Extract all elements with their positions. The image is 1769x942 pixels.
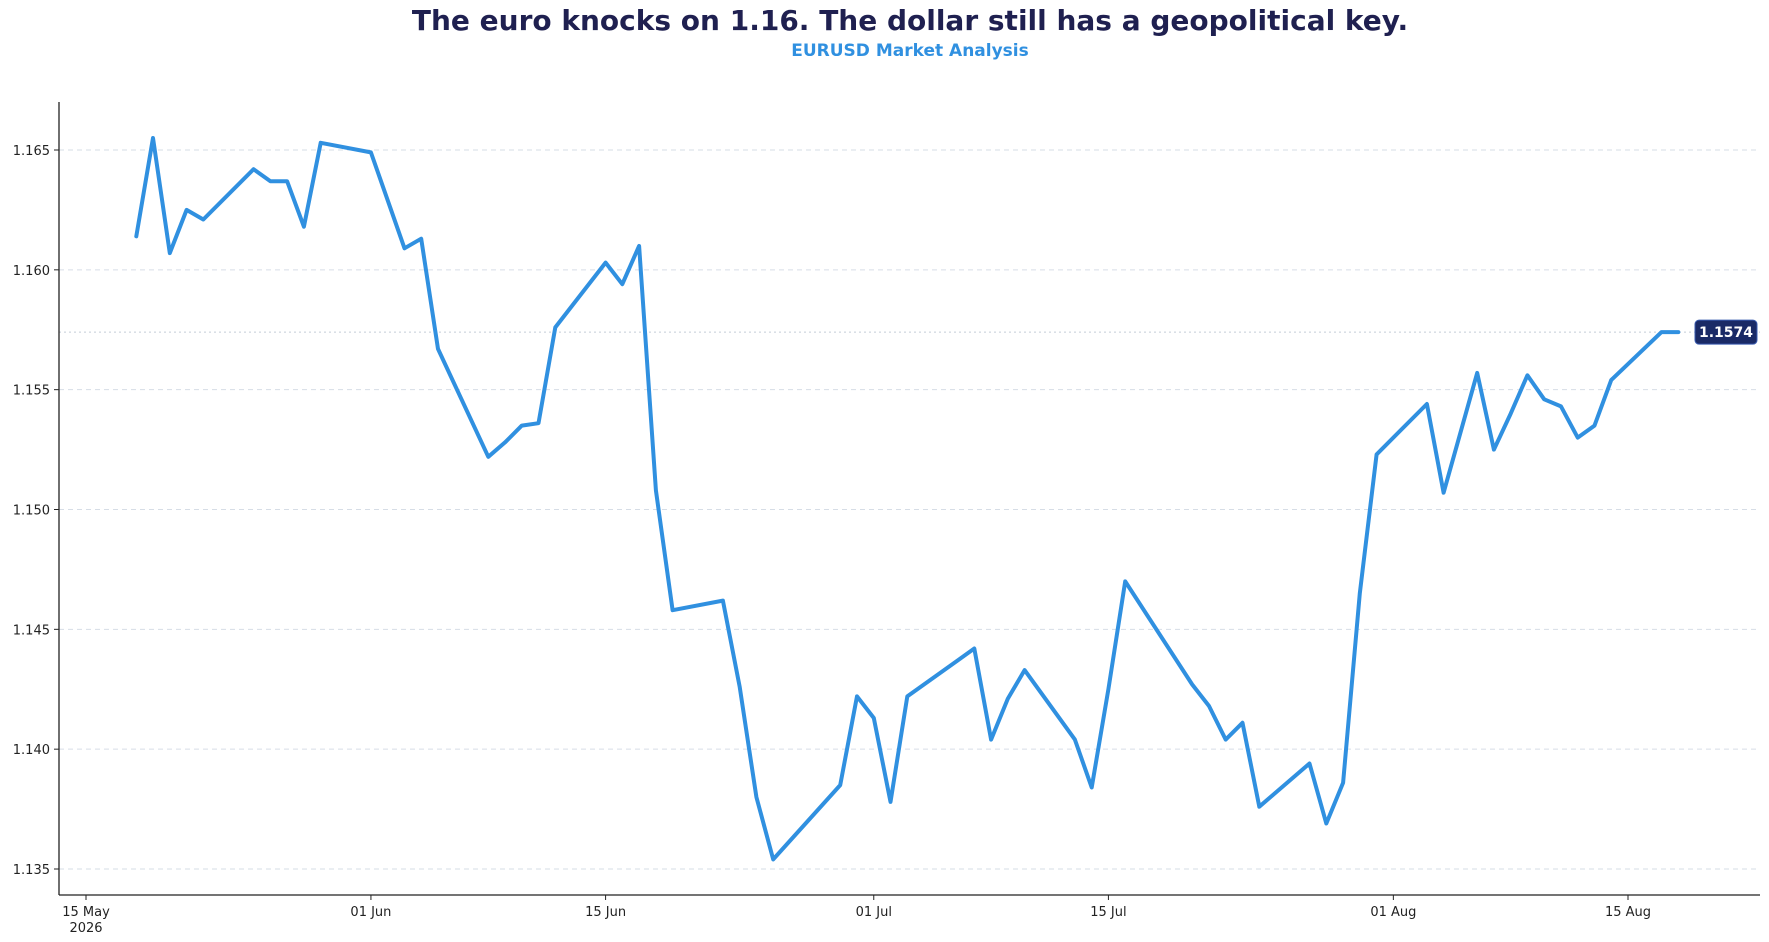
y-tick-label: 1.140: [13, 743, 50, 758]
x-tick-label: 01 Jun: [350, 905, 391, 920]
y-tick-label: 1.150: [13, 504, 50, 519]
x-tick-sublabel: 2026: [69, 921, 102, 936]
x-tick-label: 01 Jul: [856, 905, 892, 920]
series-line: [134, 136, 1681, 862]
last-value-layer: 1.1574: [1694, 319, 1758, 345]
tick-labels: 1.135 1.140 1.145 1.150 1.155 1.160 1.165 15 Ma…: [13, 144, 1651, 936]
x-tick-label: 15 Aug: [1605, 905, 1651, 920]
x-tick-label: 15 Jun: [585, 905, 626, 920]
x-tick-label: 01 Aug: [1370, 905, 1416, 920]
y-gridlines: [59, 149, 1760, 870]
y-tick-label: 1.160: [13, 264, 50, 279]
y-tick-label: 1.165: [13, 144, 50, 159]
x-tick-label: 15 May: [62, 905, 110, 920]
chart-subtitle: EURUSD Market Analysis: [791, 41, 1029, 61]
chart-title: The euro knocks on 1.16. The dollar stil…: [411, 4, 1409, 37]
axes: [54, 102, 1760, 900]
y-tick-label: 1.155: [13, 384, 50, 399]
x-tick-label: 15 Jul: [1090, 905, 1126, 920]
y-tick-label: 1.145: [13, 623, 50, 638]
last-value-label: 1.1574: [1699, 325, 1753, 341]
series-layer: [134, 136, 1681, 862]
last-value-badge: [1694, 319, 1758, 345]
y-tick-label: 1.135: [13, 863, 50, 878]
